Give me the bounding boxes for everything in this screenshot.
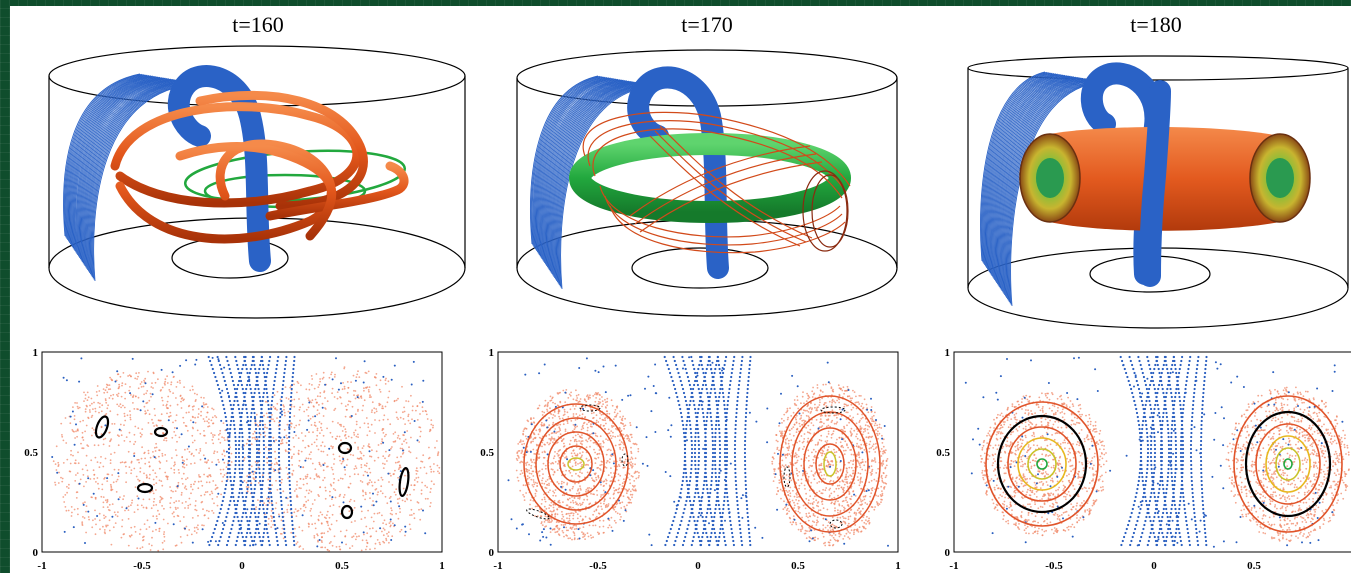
y-tick-label: 1 bbox=[489, 347, 495, 359]
x-tick-label: -0.5 bbox=[133, 560, 151, 572]
x-tick-label: 1 bbox=[895, 560, 901, 572]
poincare-section-t160 bbox=[41, 351, 443, 553]
x-tick-label: 0.5 bbox=[335, 560, 349, 572]
x-tick-label: -1 bbox=[37, 560, 46, 572]
blue-field-lines bbox=[980, 71, 1106, 307]
title-t180: t=180 bbox=[1130, 12, 1182, 37]
regular-point-curves bbox=[507, 355, 889, 547]
regular-point-curves bbox=[51, 355, 427, 548]
cylinder-render-t180 bbox=[967, 55, 1349, 329]
poincare-section-t170 bbox=[497, 351, 899, 553]
x-tick-label: 0.5 bbox=[1247, 560, 1261, 572]
regular-point-curves bbox=[964, 355, 1344, 548]
x-tick-label: -1 bbox=[493, 560, 502, 572]
y-tick-label: 1 bbox=[945, 347, 951, 359]
island-contours bbox=[94, 415, 410, 520]
x-tick-label: 0.5 bbox=[791, 560, 805, 572]
title-t170: t=170 bbox=[681, 12, 733, 37]
y-tick-label: 0.5 bbox=[480, 447, 494, 459]
y-tick-label: 1 bbox=[33, 347, 39, 359]
x-tick-label: 0 bbox=[1151, 560, 1157, 572]
figure-svg: t=160 t=170 t=180 bbox=[24, 12, 1351, 572]
poincare-section-t180 bbox=[953, 351, 1351, 553]
y-tick-label: 0.5 bbox=[936, 447, 950, 459]
x-tick-label: -1 bbox=[949, 560, 958, 572]
cylinder-render-t160 bbox=[48, 45, 466, 319]
blue-field-lines bbox=[530, 75, 659, 290]
x-tick-label: 1 bbox=[439, 560, 445, 572]
nested-flux-surfaces bbox=[985, 395, 1343, 533]
cylinder-render-t170 bbox=[516, 49, 898, 317]
orange-field-lines bbox=[582, 111, 851, 254]
blue-field-lines bbox=[63, 73, 201, 282]
y-tick-label: 0 bbox=[489, 547, 495, 559]
plot-frame bbox=[41, 351, 443, 553]
x-tick-label: 0 bbox=[239, 560, 245, 572]
title-t160: t=160 bbox=[232, 12, 284, 37]
island-rings bbox=[523, 395, 881, 533]
axis-tick-labels: -1 -0.5 0 0.5 1 0 0.5 1 -1 -0.5 0 0.5 1 0 0.5 1 -1 -0.5 0 0… bbox=[24, 347, 1261, 572]
x-tick-label: -0.5 bbox=[1045, 560, 1063, 572]
plot-frame bbox=[953, 351, 1351, 553]
y-tick-label: 0 bbox=[945, 547, 951, 559]
x-tick-label: 0 bbox=[695, 560, 701, 572]
y-tick-label: 0.5 bbox=[24, 447, 38, 459]
y-tick-label: 0 bbox=[33, 547, 39, 559]
x-tick-label: -0.5 bbox=[589, 560, 607, 572]
figure-canvas: t=160 t=170 t=180 bbox=[10, 6, 1351, 573]
chaotic-point-cloud bbox=[52, 366, 441, 552]
